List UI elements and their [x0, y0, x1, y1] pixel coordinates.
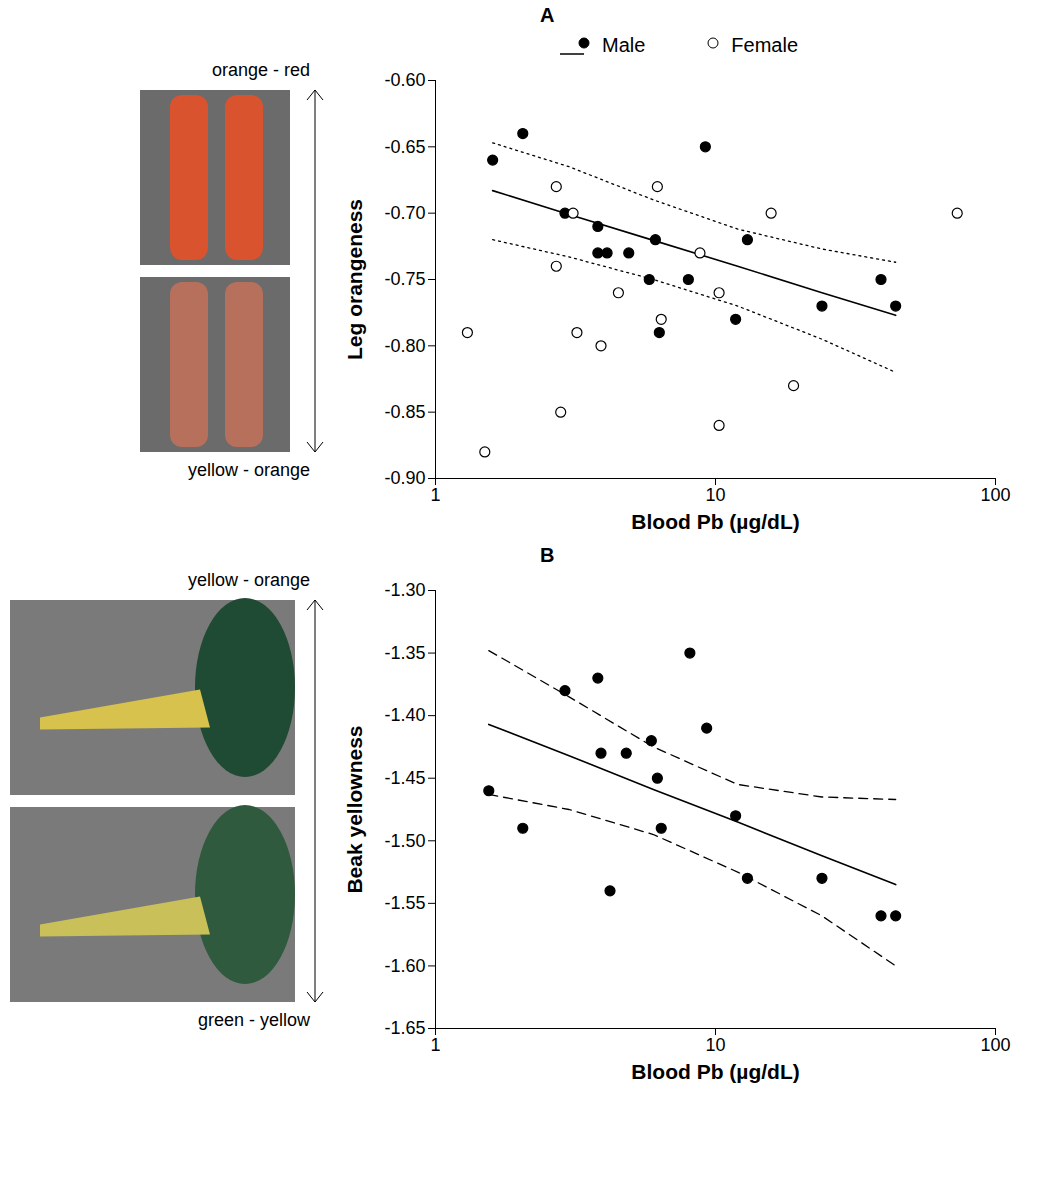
html-text:A: A	[540, 4, 555, 26]
svg-text:-1.45: -1.45	[384, 768, 425, 788]
svg-text:-1.30: -1.30	[384, 580, 425, 600]
svg-text:-1.35: -1.35	[384, 643, 425, 663]
svg-text:100: 100	[980, 485, 1010, 505]
svg-text:-1.65: -1.65	[384, 1018, 425, 1038]
svg-text:Blood Pb (µg/dL): Blood Pb (µg/dL)	[631, 510, 799, 533]
html-text:Female: Female	[731, 33, 799, 56]
svg-text:-0.75: -0.75	[384, 269, 425, 289]
html-text:orange - red: orange - red	[211, 60, 310, 80]
html-text:green - yellow: green - yellow	[197, 1010, 310, 1030]
html-text:B: B	[540, 544, 555, 566]
svg-text:Leg orangeness: Leg orangeness	[343, 199, 366, 360]
svg-text:-0.80: -0.80	[384, 336, 425, 356]
svg-text:-1.40: -1.40	[384, 705, 425, 725]
html-text:yellow - orange: yellow - orange	[187, 570, 310, 590]
svg-text:Blood Pb (µg/dL): Blood Pb (µg/dL)	[631, 1060, 799, 1083]
svg-text:-0.70: -0.70	[384, 203, 425, 223]
svg-text:-0.90: -0.90	[384, 468, 425, 488]
html-text:Male: Male	[602, 33, 646, 56]
svg-text:-0.85: -0.85	[384, 402, 425, 422]
svg-text:-0.65: -0.65	[384, 137, 425, 157]
svg-text:100: 100	[980, 1035, 1010, 1055]
svg-text:1: 1	[430, 485, 440, 505]
svg-text:-1.55: -1.55	[384, 893, 425, 913]
html-text:yellow - orange: yellow - orange	[187, 460, 310, 480]
svg-text:Beak yellowness: Beak yellowness	[343, 725, 366, 893]
svg-text:10: 10	[705, 1035, 725, 1055]
svg-text:-1.50: -1.50	[384, 831, 425, 851]
svg-text:-0.60: -0.60	[384, 70, 425, 90]
svg-text:10: 10	[705, 485, 725, 505]
svg-text:-1.60: -1.60	[384, 956, 425, 976]
svg-text:1: 1	[430, 1035, 440, 1055]
